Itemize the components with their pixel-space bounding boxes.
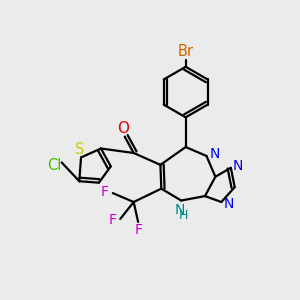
Text: F: F [109, 213, 117, 227]
Text: O: O [117, 121, 129, 136]
Text: Br: Br [178, 44, 194, 59]
Text: F: F [100, 184, 109, 199]
Text: Cl: Cl [47, 158, 62, 173]
Text: N: N [209, 147, 220, 160]
Text: N: N [175, 203, 185, 217]
Text: N: N [233, 159, 244, 173]
Text: F: F [135, 223, 143, 237]
Text: S: S [75, 142, 84, 157]
Text: H: H [178, 209, 188, 223]
Text: N: N [224, 196, 234, 211]
